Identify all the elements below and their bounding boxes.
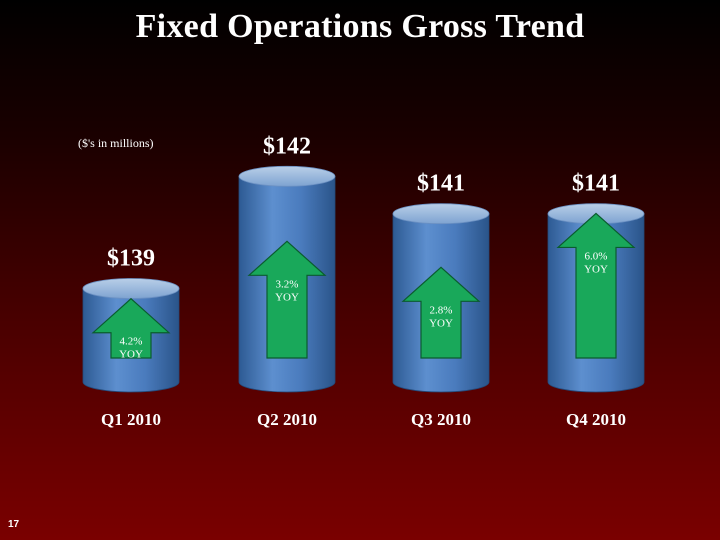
bar-top: [392, 203, 490, 225]
category-label: Q3 2010: [411, 410, 471, 429]
value-label: $141: [417, 171, 465, 197]
value-label: $142: [263, 133, 311, 159]
yoy-percent: 2.8%: [430, 304, 453, 316]
yoy-percent: 6.0%: [585, 250, 608, 262]
value-label: $141: [572, 171, 620, 197]
yoy-label: YOY: [584, 263, 608, 275]
yoy-label: YOY: [275, 291, 299, 303]
value-label: $139: [107, 246, 155, 272]
slide-title: Fixed Operations Gross Trend: [135, 8, 585, 45]
bar-top: [82, 278, 180, 299]
page-number: 17: [8, 519, 20, 530]
yoy-percent: 3.2%: [276, 278, 299, 290]
yoy-label: YOY: [119, 349, 143, 361]
yoy-arrow: [247, 240, 327, 359]
yoy-percent: 4.2%: [120, 336, 143, 348]
bar-group: 2.8%YOY $141 Q3 2010: [392, 171, 490, 429]
units-note: ($'s in millions): [78, 136, 154, 150]
yoy-label: YOY: [429, 317, 453, 329]
bar-top: [238, 165, 336, 187]
bar-group: 4.2%YOY $139 Q1 2010: [82, 246, 180, 429]
yoy-arrow: [401, 266, 481, 359]
category-label: Q1 2010: [101, 410, 161, 429]
category-label: Q2 2010: [257, 410, 317, 429]
bar-group: 6.0%YOY $141 Q4 2010: [547, 171, 645, 429]
bar-group: 3.2%YOY $142 Q2 2010: [238, 133, 336, 429]
category-label: Q4 2010: [566, 410, 626, 429]
yoy-arrow: [556, 212, 636, 359]
yoy-arrow: [91, 297, 171, 359]
